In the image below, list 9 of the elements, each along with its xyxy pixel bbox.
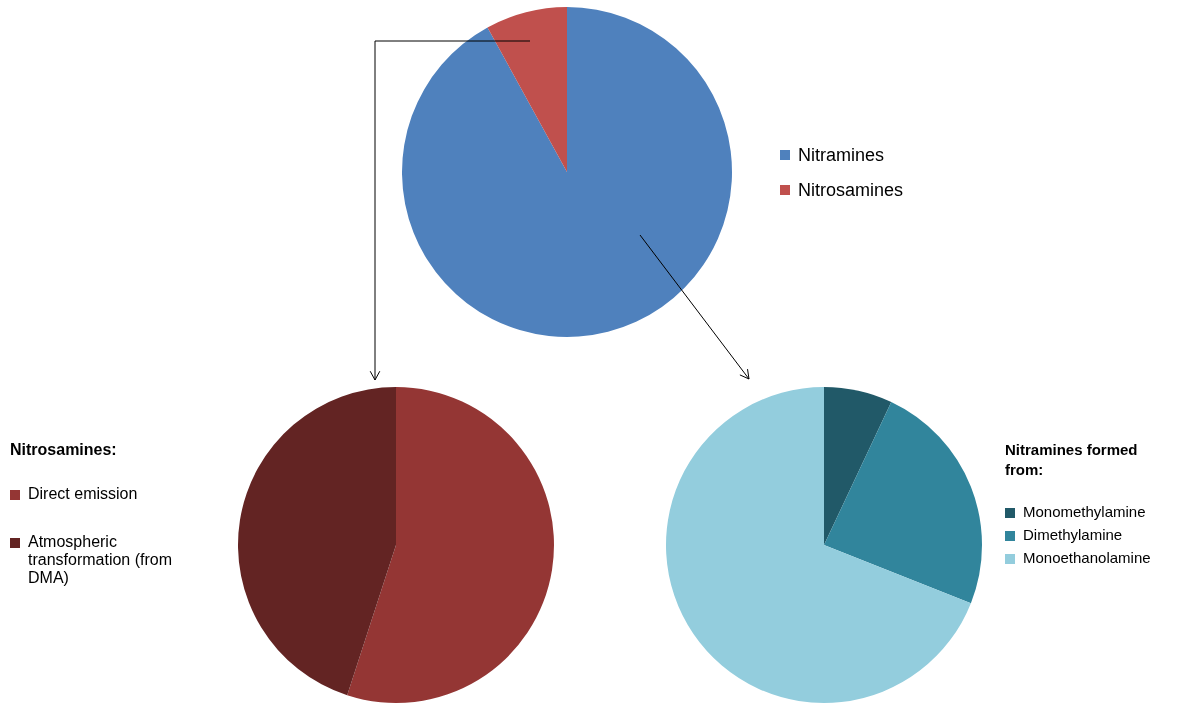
legend-label: Nitramines (798, 145, 885, 166)
legend-label: Monoethanolamine (1023, 549, 1151, 566)
legend-label: Nitrosamines (798, 180, 904, 201)
legend-label: Monomethylamine (1023, 503, 1146, 520)
legend-title: Nitrosamines: (10, 440, 118, 460)
legend-label: Atmospheric transformation (from DMA) (28, 532, 174, 587)
legend-label: Direct emission (28, 484, 138, 503)
legend-title: Nitramines formed from: (1005, 440, 1139, 479)
legend-label: Dimethylamine (1023, 526, 1123, 543)
